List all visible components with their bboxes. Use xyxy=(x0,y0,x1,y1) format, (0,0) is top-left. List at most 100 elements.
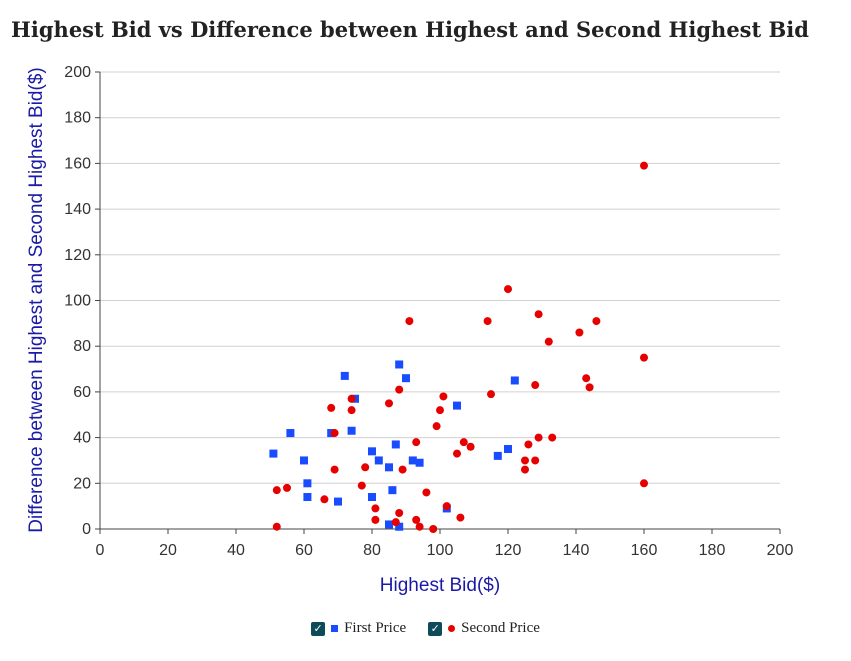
second-price-point xyxy=(395,385,404,394)
second-price-point xyxy=(327,403,336,412)
first-price-point xyxy=(374,456,383,465)
second-price-point xyxy=(283,483,291,492)
second-price-point xyxy=(466,442,475,451)
second-price-point xyxy=(531,456,540,465)
second-price-point xyxy=(582,374,591,383)
first-price-point xyxy=(368,493,376,502)
second-price-point xyxy=(347,394,356,403)
grid-lines xyxy=(100,71,780,484)
first-price-point xyxy=(385,520,393,529)
second-price-point xyxy=(456,513,465,522)
second-price-point xyxy=(412,438,421,447)
first-price-point xyxy=(300,456,308,465)
second-price-point xyxy=(534,310,543,319)
checkbox-second-price[interactable]: ✓ xyxy=(428,621,443,636)
first-price-point xyxy=(504,445,512,454)
second-price-point xyxy=(405,317,414,326)
x-tick-label: 80 xyxy=(363,542,381,559)
first-price-point xyxy=(395,522,404,531)
second-price-point xyxy=(521,456,529,465)
y-tick-label: 0 xyxy=(82,521,91,538)
second-price-point xyxy=(640,161,648,170)
second-price-point xyxy=(592,317,601,326)
first-price-point xyxy=(388,486,397,495)
second-price-point xyxy=(439,392,448,401)
circle-marker-icon xyxy=(448,625,456,632)
second-price-point xyxy=(483,317,492,326)
second-price-point xyxy=(429,525,438,533)
second-price-point xyxy=(330,465,339,474)
scatter-chart: Highest Bid vs Difference between Highes… xyxy=(11,17,809,596)
x-tick-label: 140 xyxy=(563,542,590,559)
second-price-point xyxy=(432,422,441,431)
square-marker-icon xyxy=(331,625,339,632)
second-price-point xyxy=(575,328,584,337)
second-price-point xyxy=(640,353,648,362)
first-price-point xyxy=(395,360,404,369)
y-tick-label: 60 xyxy=(73,384,91,401)
x-tick-label: 160 xyxy=(631,542,658,559)
first-price-point xyxy=(286,429,295,438)
y-axis-label: Difference between Highest and Second Hi… xyxy=(26,67,47,532)
second-price-point xyxy=(544,337,553,346)
second-price-point xyxy=(422,488,431,497)
y-tick-labels: 0 20 40 60 80 100 120 140 160 180 200 xyxy=(64,64,91,538)
x-tick-label: 120 xyxy=(495,542,522,559)
second-price-point xyxy=(330,429,339,438)
second-price-point xyxy=(585,383,594,392)
second-price-point xyxy=(459,438,468,447)
second-price-point xyxy=(453,449,461,458)
legend-item-first-price[interactable]: ✓ First Price xyxy=(311,620,406,637)
y-tick-label: 160 xyxy=(64,155,91,172)
y-tick-label: 20 xyxy=(73,475,91,492)
x-tick-label: 200 xyxy=(767,542,794,559)
second-price-point xyxy=(357,481,366,490)
x-tick-label: 100 xyxy=(427,542,454,559)
second-price-point xyxy=(442,502,451,511)
y-tick-label: 80 xyxy=(73,338,91,355)
data-points xyxy=(269,161,648,533)
y-tick-label: 140 xyxy=(64,201,91,218)
first-price-point xyxy=(303,493,312,502)
second-price-point xyxy=(531,381,540,390)
x-tick-labels: 0 20 40 60 80 100 120 140 160 180 200 xyxy=(96,542,794,559)
second-price-point xyxy=(371,515,380,524)
second-price-point xyxy=(395,509,404,518)
first-price-point xyxy=(391,440,400,449)
first-price-point xyxy=(510,376,519,385)
second-price-point xyxy=(504,285,512,294)
checkbox-first-price[interactable]: ✓ xyxy=(311,621,326,636)
second-price-point xyxy=(361,463,370,472)
y-tick-label: 180 xyxy=(64,110,91,127)
second-price-point xyxy=(272,486,281,495)
x-tick-label: 180 xyxy=(699,542,726,559)
chart-title: Highest Bid vs Difference between Highes… xyxy=(11,17,809,42)
legend: ✓ First Price ✓ Second Price xyxy=(0,620,851,637)
first-price-point xyxy=(408,456,417,465)
second-price-point xyxy=(385,399,393,408)
second-price-point xyxy=(534,433,543,442)
second-price-point xyxy=(524,440,533,449)
second-price-point xyxy=(436,406,444,415)
second-price-point xyxy=(640,479,648,488)
first-price-point xyxy=(347,426,356,435)
x-tick-label: 0 xyxy=(96,542,105,559)
second-price-point xyxy=(521,465,529,474)
second-price-point xyxy=(272,522,281,531)
legend-item-second-price[interactable]: ✓ Second Price xyxy=(428,620,540,637)
first-price-point xyxy=(453,401,461,410)
second-price-point xyxy=(320,495,329,504)
second-price-point xyxy=(415,522,424,531)
y-tick-label: 120 xyxy=(64,247,91,264)
y-tick-label: 200 xyxy=(64,64,91,81)
first-price-point xyxy=(334,497,342,506)
second-price-point xyxy=(391,518,400,527)
second-price-point xyxy=(347,406,356,415)
first-price-point xyxy=(415,458,424,467)
x-tick-label: 20 xyxy=(159,542,177,559)
first-price-point xyxy=(340,371,349,380)
first-price-point xyxy=(385,463,393,472)
x-tick-label: 40 xyxy=(227,542,245,559)
second-price-point xyxy=(412,515,421,524)
legend-label-first-price: First Price xyxy=(344,620,407,636)
